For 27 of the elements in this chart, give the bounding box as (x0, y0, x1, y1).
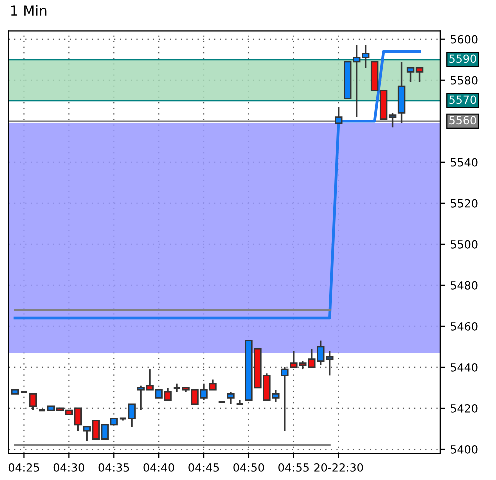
x-tick-label: 04:25 (8, 464, 40, 472)
y-tick-label: 5600 (451, 35, 478, 44)
x-tick-label: 20-22:30 (314, 464, 364, 472)
y-tick-label: 5460 (451, 322, 478, 331)
candlestick (128, 404, 136, 428)
ref-line-label: 5570 (450, 96, 476, 104)
chart-title: 1 Min (11, 5, 47, 16)
candlestick (335, 106, 343, 124)
candlestick (227, 391, 235, 406)
y-tick-label: 5540 (451, 158, 478, 167)
x-tick-label: 04:35 (98, 464, 130, 472)
y-tick-label: 5500 (451, 240, 478, 249)
y-tick-label: 5420 (451, 404, 478, 413)
y-tick-label: 5400 (451, 445, 478, 454)
ref-line-label: 5560 (450, 116, 476, 125)
ref-line-label: 5590 (450, 54, 476, 64)
y-tick-label: 5440 (451, 363, 478, 372)
x-tick-label: 04:45 (188, 464, 220, 472)
y-tick-label: 5520 (451, 199, 478, 208)
candlestick (29, 393, 38, 412)
x-tick-label: 04:30 (54, 464, 84, 472)
y-tick-label: 5580 (451, 76, 478, 85)
x-tick-label: 04:40 (144, 464, 174, 472)
y-tick-label: 5480 (451, 281, 478, 290)
candlestick (281, 366, 289, 432)
x-tick-label: 04:50 (234, 464, 264, 472)
x-tick-label: 04:55 (278, 464, 309, 472)
